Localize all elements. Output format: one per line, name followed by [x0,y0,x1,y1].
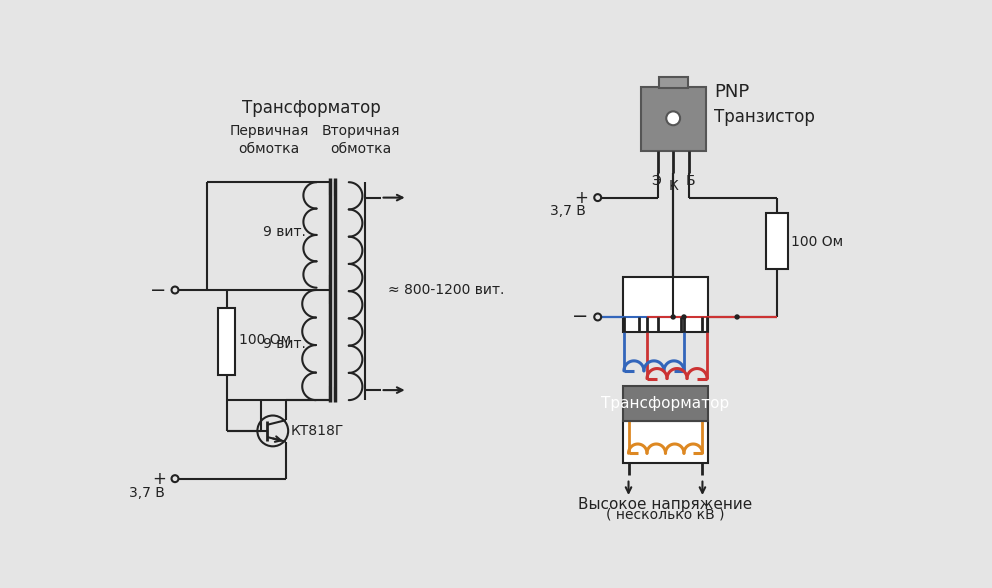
Circle shape [667,111,681,125]
Circle shape [172,286,179,293]
Text: Первичная
обмотка: Первичная обмотка [229,124,309,155]
Circle shape [172,475,179,482]
Text: 3,7 В: 3,7 В [129,486,165,500]
Text: Трансформатор: Трансформатор [601,396,729,412]
Text: 100 Ом: 100 Ом [791,235,843,249]
Text: Трансформатор: Трансформатор [242,99,381,116]
Text: Высокое напряжение: Высокое напряжение [578,497,753,512]
Text: Вторичная
обмотка: Вторичная обмотка [322,124,401,155]
Bar [218,308,235,375]
Bar [641,88,705,151]
Bar [659,76,687,88]
Text: −: − [150,280,167,299]
Text: Б: Б [685,173,695,188]
Text: ( несколько кВ ): ( несколько кВ ) [606,507,725,521]
Circle shape [594,313,601,320]
Text: К: К [669,179,679,193]
Text: +: + [574,189,588,206]
Text: Транзистор: Транзистор [714,108,814,126]
Text: КТ818Г: КТ818Г [291,424,344,438]
Text: 100 Ом: 100 Ом [239,333,291,347]
Text: ≈ 800-1200 вит.: ≈ 800-1200 вит. [388,283,505,297]
Text: 9 вит.: 9 вит. [263,337,306,351]
Text: 9 вит.: 9 вит. [263,225,306,239]
Text: Э: Э [652,173,661,188]
Bar [767,213,788,269]
Text: 3,7 В: 3,7 В [551,203,586,218]
Text: −: − [572,308,588,326]
Text: PNP: PNP [714,83,749,101]
Text: +: + [153,470,167,487]
Circle shape [682,314,686,320]
Circle shape [594,194,601,201]
Circle shape [734,314,740,320]
Bar [623,277,708,332]
Bar [623,386,708,421]
Bar [623,421,708,463]
Circle shape [671,314,676,320]
